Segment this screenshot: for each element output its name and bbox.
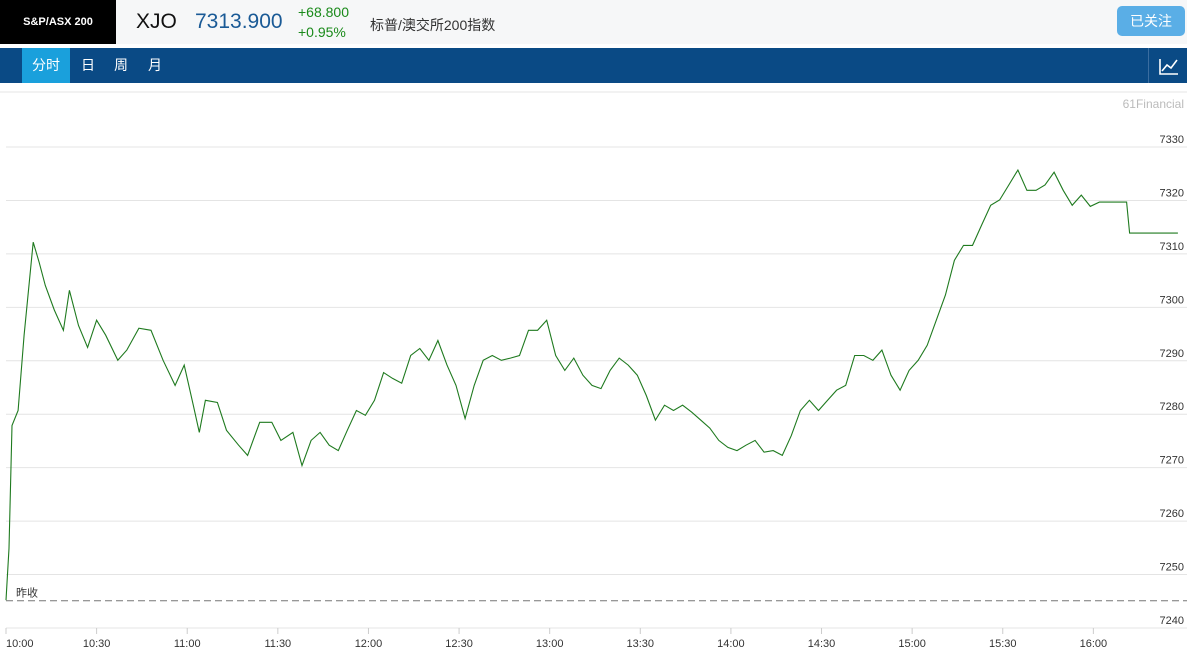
y-tick-label: 7240 (1160, 615, 1184, 627)
x-tick-label: 15:30 (989, 638, 1017, 650)
tab[interactable]: 分时 (22, 48, 70, 83)
x-tick-label: 10:30 (83, 638, 111, 650)
y-tick-label: 7320 (1160, 187, 1184, 199)
x-tick-label: 14:00 (717, 638, 745, 650)
x-tick-label: 13:30 (627, 638, 655, 650)
tab[interactable]: 月 (148, 57, 162, 73)
x-tick-label: 11:00 (174, 638, 201, 650)
x-tick-label: 15:00 (898, 638, 926, 650)
header: S&P/ASX 200 XJO 7313.900 +68.800 +0.95% … (0, 0, 1187, 44)
y-tick-label: 7290 (1160, 348, 1184, 360)
y-tick-label: 7330 (1160, 134, 1184, 146)
x-tick-label: 16:00 (1080, 638, 1108, 650)
x-tick-label: 12:00 (355, 638, 383, 650)
y-tick-label: 7250 (1160, 562, 1184, 574)
follow-button[interactable]: 已关注 (1117, 6, 1185, 36)
prev-close-label: 昨收 (16, 586, 38, 600)
chart: 61Financial 7240 7250 7260 7270 7280 7290 7300… (0, 91, 1187, 650)
y-tick-label: 7270 (1160, 455, 1184, 467)
tab[interactable]: 周 (114, 57, 128, 73)
price: 7313.900 (195, 10, 283, 33)
index-name: 标普/澳交所200指数 (370, 17, 496, 33)
y-tick-label: 7260 (1160, 508, 1184, 520)
price-line (5, 168, 1178, 601)
watermark: 61Financial (1123, 97, 1184, 111)
x-tick-label: 11:30 (264, 638, 291, 650)
change-pct: +0.95% (298, 24, 346, 40)
icon-graphic (1159, 59, 1178, 75)
x-tick-label: 14:30 (808, 638, 836, 650)
y-tick-label: 7300 (1160, 294, 1184, 306)
y-tick-label: 7280 (1160, 401, 1184, 413)
x-tick-label: 13:00 (536, 638, 564, 650)
x-tick-label: 12:30 (445, 638, 473, 650)
y-tick-label: 7310 (1160, 241, 1184, 253)
logo: S&P/ASX 200 (0, 0, 116, 44)
chart-icon[interactable] (1148, 48, 1187, 83)
change: +68.800 (298, 4, 349, 20)
nav-bar: 分时 日 周 月 (0, 48, 1187, 83)
symbol: XJO (136, 10, 177, 33)
x-tick-label: 10:00 (6, 638, 34, 650)
tab[interactable]: 日 (81, 57, 95, 73)
